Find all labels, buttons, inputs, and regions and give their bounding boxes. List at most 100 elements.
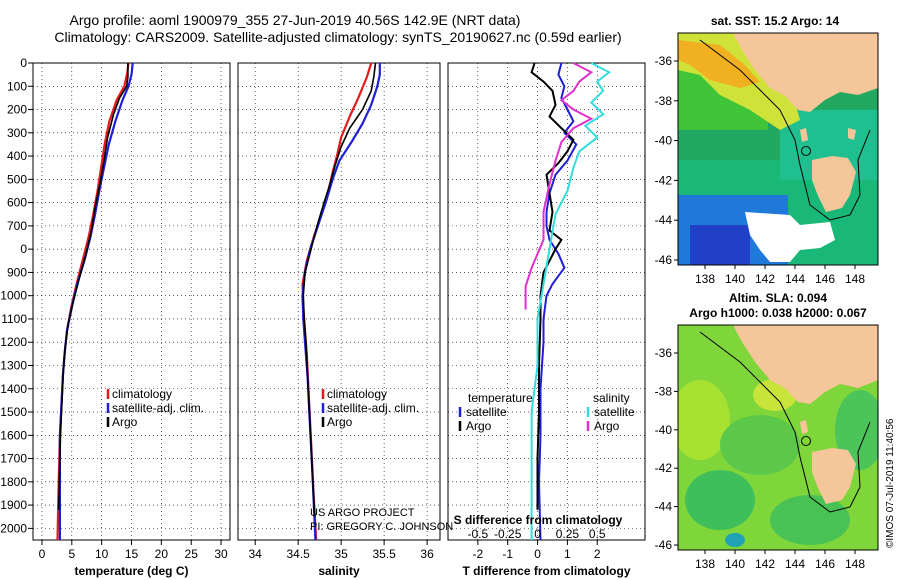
map-y-tick-label: -46 <box>655 253 673 267</box>
x-tick-label: 20 <box>155 547 169 561</box>
profile-panel-2: 34 34.5 35 35.5 36 salinity climatologysatelli… <box>237 62 453 578</box>
depth-axis: 0 100 200 300 400 500 600 700 0 900 1000 1100 1200 13… <box>0 56 33 535</box>
x-tick-label: -1 <box>502 547 513 561</box>
sla-argo-location <box>801 436 811 446</box>
depth-tick-label: 1700 <box>0 452 27 466</box>
series-line-t-satellite <box>537 62 578 541</box>
map-x-tick-label: 142 <box>755 272 775 286</box>
x-axis-label: T difference from climatology <box>462 564 630 578</box>
depth-tick-label: 1100 <box>1 312 27 326</box>
x-tick-label: 15 <box>125 547 139 561</box>
series-line-s-satellite <box>530 62 612 540</box>
profile-panel-1: 0 5 10 15 20 25 30 temperature (deg C) climatolo… <box>32 62 231 578</box>
imos-credit: ©IMOS 07-Jul-2019 11:40:56 <box>885 418 896 548</box>
x-tick-label: 0 <box>39 547 46 561</box>
legend-label: Argo <box>112 415 138 429</box>
x-tick-label: 35.5 <box>372 547 396 561</box>
sst-cloud-mask <box>745 212 835 262</box>
figure-title-line1: Argo profile: aoml 1900979_355 27-Jun-20… <box>70 12 521 28</box>
x-tick-label: -2 <box>473 547 484 561</box>
x-tick-label: 34.5 <box>286 547 310 561</box>
depth-tick-label: 900 <box>7 265 27 279</box>
x-tick-label: 1 <box>564 547 571 561</box>
sla-map-title-1: Altim. SLA: 0.094 <box>729 291 827 305</box>
map-x-tick-label: 140 <box>725 557 745 571</box>
map-y-tick-label: -42 <box>655 461 673 475</box>
legend-label: Argo <box>466 419 492 433</box>
depth-tick-label: 1300 <box>0 358 27 372</box>
annotation-line2: PI: GREGORY C. JOHNSON <box>310 521 453 533</box>
legend-title-temperature: temperature <box>468 391 533 405</box>
legend-label: climatology <box>327 387 387 401</box>
depth-tick-label: 1000 <box>0 289 27 303</box>
depth-tick-label: 500 <box>7 172 27 186</box>
x-tick-label: 25 <box>185 547 199 561</box>
series-line-s-argo <box>524 62 594 310</box>
legend-label: Argo <box>327 415 353 429</box>
map-y-tick-label: -44 <box>655 500 673 514</box>
depth-tick-label: 0 <box>20 242 27 256</box>
map-y-tick-label: -40 <box>655 423 673 437</box>
x2-tick-label: -0.25 <box>494 527 522 541</box>
panel-frame <box>32 62 231 541</box>
x2-axis-label: S difference from climatology <box>454 513 623 527</box>
depth-tick-label: 1400 <box>0 382 27 396</box>
x2-tick-label: 0.25 <box>556 527 580 541</box>
depth-tick-label: 1900 <box>0 498 27 512</box>
x2-tick-label: 0.5 <box>589 527 606 541</box>
x-tick-label: 35 <box>334 547 348 561</box>
sst-land-tasmania <box>812 156 856 212</box>
x-tick-label: 36 <box>420 547 434 561</box>
x-tick-label: 34 <box>249 547 263 561</box>
map-x-tick-label: 148 <box>845 272 865 286</box>
map-x-tick-label: 148 <box>845 557 865 571</box>
x2-tick-label: 0 <box>534 527 541 541</box>
map-x-tick-label: 144 <box>785 272 805 286</box>
x-tick-label: 30 <box>214 547 228 561</box>
map-y-tick-label: -38 <box>655 94 673 108</box>
series-line-argo <box>302 62 377 517</box>
series-line-argo <box>57 63 129 510</box>
depth-tick-label: 300 <box>7 126 27 140</box>
legend-label: satellite-adj. clim. <box>327 401 419 415</box>
x-tick-label: 5 <box>68 547 75 561</box>
panel-frame <box>447 62 646 541</box>
annotation-line1: US ARGO PROJECT <box>310 507 415 519</box>
map-x-tick-label: 138 <box>695 557 715 571</box>
grid-2 <box>238 62 440 540</box>
map-x-tick-label: 138 <box>695 272 715 286</box>
figure-title-line2: Climatology: CARS2009. Satellite-adjuste… <box>54 29 621 45</box>
map-y-tick-label: -36 <box>655 54 673 68</box>
sla-land-tasmania <box>812 448 856 504</box>
map-x-tick-label: 142 <box>755 557 775 571</box>
depth-tick-label: 200 <box>7 103 27 117</box>
legend-title-salinity: salinity <box>593 391 630 405</box>
legend-label: satellite-adj. clim. <box>112 401 204 415</box>
map-y-tick-label: -44 <box>655 213 673 227</box>
grid-3 <box>448 62 645 540</box>
sst-map: sat. SST: 15.2 Argo: 14 138 140 142 144 146 1… <box>655 14 879 286</box>
map-y-tick-label: -46 <box>655 538 673 552</box>
sla-map: Altim. SLA: 0.094 Argo h1000: 0.038 h200… <box>655 291 879 571</box>
map-x-tick-label: 146 <box>815 272 835 286</box>
grid-1 <box>33 62 230 540</box>
profile-panel-3: -2 -1 0 1 2 T difference from climatology temp… <box>447 62 646 578</box>
sst-argo-location <box>801 146 811 156</box>
sst-map-title: sat. SST: 15.2 Argo: 14 <box>711 14 840 28</box>
legend-label: climatology <box>112 387 172 401</box>
x-tick-label: 0 <box>534 547 541 561</box>
x-axis-label: temperature (deg C) <box>74 564 188 578</box>
x-tick-label: 10 <box>95 547 109 561</box>
sst-bathymetry-contour <box>699 39 871 221</box>
sst-land-australia <box>733 33 878 112</box>
map-y-tick-label: -40 <box>655 134 673 148</box>
depth-tick-label: 1500 <box>0 405 27 419</box>
depth-tick-label: 600 <box>7 196 27 210</box>
depth-tick-label: 1800 <box>0 475 27 489</box>
panel-frame <box>237 62 441 541</box>
map-x-tick-label: 146 <box>815 557 835 571</box>
depth-tick-label: 700 <box>7 219 27 233</box>
depth-tick-label: 1600 <box>0 428 27 442</box>
sla-map-title-2: Argo h1000: 0.038 h2000: 0.067 <box>689 306 867 320</box>
